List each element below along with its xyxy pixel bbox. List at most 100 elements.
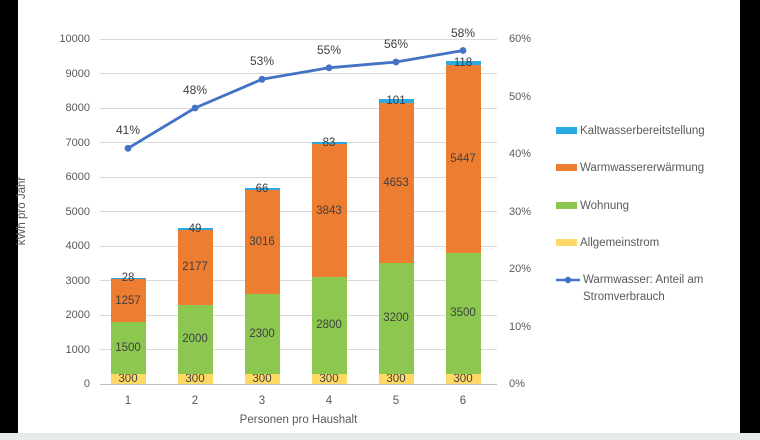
y-axis-right-tick-label: 50% xyxy=(509,90,532,103)
y-axis-right-tick-label: 0% xyxy=(509,378,525,390)
line-value-label: 55% xyxy=(316,42,342,57)
data-point-marker xyxy=(325,64,333,72)
bar-segment-warmwassererw-rmung: 1257 xyxy=(110,279,146,323)
data-point-marker xyxy=(124,144,132,152)
bar-segment-warmwassererw-rmung: 4653 xyxy=(378,102,414,264)
legend-item-label: Kaltwasserbereitstellung xyxy=(580,124,705,137)
bar-value-label: 118 xyxy=(453,56,473,69)
legend-item-label: Warmwassererwärmung xyxy=(580,162,705,174)
y-axis-left-tick-label: 2000 xyxy=(65,309,90,321)
gridline xyxy=(100,280,497,281)
stacked-bar: 300 2300 3016 66 xyxy=(244,183,280,385)
legend-swatch-icon xyxy=(556,201,577,209)
bar-segment-warmwassererw-rmung: 3016 xyxy=(244,190,280,295)
bar-value-label: 3200 xyxy=(383,312,409,325)
bar-value-label: 2177 xyxy=(182,261,208,274)
bar-value-label: 3843 xyxy=(316,204,342,217)
line-value-label: 41% xyxy=(115,123,141,138)
line-value-label: 56% xyxy=(383,37,409,51)
y-axis-left-tick-label: 10000 xyxy=(59,33,90,45)
x-axis-tick-label: 1 xyxy=(124,395,132,407)
gridline xyxy=(100,314,497,316)
y-axis-right-tick-label: 20% xyxy=(509,263,532,275)
x-axis-tick-label: 3 xyxy=(258,395,266,407)
y-axis-right-tick-label: 60% xyxy=(509,33,532,45)
bar-segment-kaltwasserbereitstellung: 49 xyxy=(177,223,213,235)
x-axis-tick-label: 4 xyxy=(325,395,333,407)
line-value-label: 48% xyxy=(182,83,208,97)
stacked-bar: 300 2800 3843 83 xyxy=(311,137,347,385)
bar-segment-allgemeinstrom: 300 xyxy=(445,372,481,385)
bar-value-label: 49 xyxy=(188,222,202,235)
bar-segment-kaltwasserbereitstellung: 66 xyxy=(244,183,280,195)
bar-segment-warmwassererw-rmung: 2177 xyxy=(177,229,213,305)
bar-value-label: 83 xyxy=(322,137,336,150)
legend-item: Allgemeinstrom xyxy=(556,235,750,252)
legend-item: Warmwassererwärmung xyxy=(556,160,750,177)
x-axis-tick-label: 6 xyxy=(459,395,467,407)
right-black-border xyxy=(740,0,760,433)
bar-segment-wohnung: 3200 xyxy=(378,263,414,374)
stacked-bar: 300 3500 5447 118 xyxy=(445,57,481,385)
x-axis-title: Personen pro Haushalt xyxy=(239,414,358,426)
y-axis-left-tick-label: 5000 xyxy=(65,205,90,218)
bar-value-label: 1257 xyxy=(115,294,141,307)
y-axis-right-tick-label: 10% xyxy=(509,320,532,333)
gridline xyxy=(100,245,497,247)
x-axis-tick-label: 2 xyxy=(191,395,199,407)
bar-value-label: 3500 xyxy=(450,307,476,320)
bar-segment-wohnung: 2300 xyxy=(244,294,280,374)
gridline xyxy=(100,73,497,74)
y-axis-left-tick-label: 0 xyxy=(83,378,90,390)
bar-value-label: 3016 xyxy=(249,236,275,249)
bar-value-label: 66 xyxy=(255,183,269,196)
bar-segment-wohnung: 1500 xyxy=(110,322,146,374)
legend-line-marker-icon xyxy=(556,276,580,283)
bar-segment-wohnung: 3500 xyxy=(445,252,481,374)
gridline xyxy=(100,349,497,350)
bar-value-label: 5447 xyxy=(450,152,476,165)
bar-value-label: 2800 xyxy=(316,319,342,332)
bar-value-label: 4653 xyxy=(383,176,409,189)
bar-segment-kaltwasserbereitstellung: 28 xyxy=(110,272,146,284)
line-value-label: 53% xyxy=(249,54,275,69)
bar-segment-allgemeinstrom: 300 xyxy=(244,372,280,385)
stacked-bar: 300 1500 1257 28 xyxy=(110,272,146,385)
left-black-border xyxy=(0,0,18,433)
y-axis-left-tick-label: 8000 xyxy=(65,102,90,114)
bar-segment-wohnung: 2000 xyxy=(177,304,213,374)
gridline xyxy=(100,142,497,143)
bar-segment-kaltwasserbereitstellung: 101 xyxy=(378,95,414,107)
bar-segment-warmwassererw-rmung: 3843 xyxy=(311,144,347,278)
bar-segment-kaltwasserbereitstellung: 83 xyxy=(311,137,347,149)
stacked-bar: 300 3200 4653 101 xyxy=(378,95,414,385)
data-point-marker xyxy=(392,58,400,66)
bar-value-label: 28 xyxy=(121,272,135,285)
bar-value-label: 300 xyxy=(386,372,406,385)
bar-segment-allgemeinstrom: 300 xyxy=(177,372,213,385)
y-axis-right-tick-label: 40% xyxy=(509,148,532,160)
y-axis-title: kWh pro Jahr xyxy=(16,176,28,246)
data-point-marker xyxy=(459,47,467,54)
bar-value-label: 300 xyxy=(252,372,272,385)
bottom-gray-strip xyxy=(0,433,760,440)
bar-value-label: 1500 xyxy=(115,341,141,354)
gridline xyxy=(100,38,497,40)
legend-item: Warmwasser: Anteil am Stromverbrauch xyxy=(556,272,753,306)
stacked-bar: 300 2000 2177 49 xyxy=(177,223,213,385)
legend-item-label: Allgemeinstrom xyxy=(580,237,660,249)
gridline xyxy=(100,211,497,212)
legend-swatch-icon xyxy=(556,126,577,134)
bar-value-label: 300 xyxy=(453,372,473,385)
bar-value-label: 300 xyxy=(185,372,205,385)
bar-segment-allgemeinstrom: 300 xyxy=(378,372,414,385)
bar-segment-allgemeinstrom: 300 xyxy=(110,372,146,385)
bar-segment-wohnung: 2800 xyxy=(311,277,347,374)
bar-value-label: 300 xyxy=(118,372,138,385)
legend-item: Wohnung xyxy=(556,198,750,215)
bar-segment-warmwassererw-rmung: 5447 xyxy=(445,64,481,253)
y-axis-right-tick-label: 30% xyxy=(509,205,532,218)
y-axis-left-tick-label: 9000 xyxy=(65,67,90,80)
